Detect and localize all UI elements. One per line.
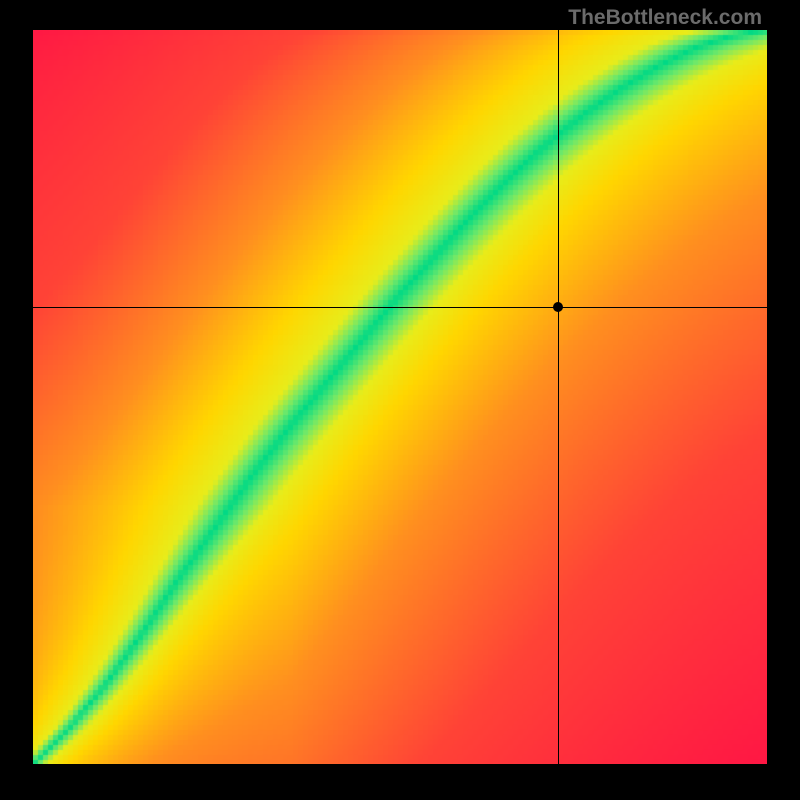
crosshair-horizontal xyxy=(33,307,767,308)
heatmap-canvas xyxy=(33,30,767,764)
crosshair-vertical xyxy=(558,30,559,764)
attribution-text: TheBottleneck.com xyxy=(568,6,762,30)
crosshair-marker xyxy=(553,302,563,312)
bottleneck-heatmap xyxy=(33,30,767,764)
